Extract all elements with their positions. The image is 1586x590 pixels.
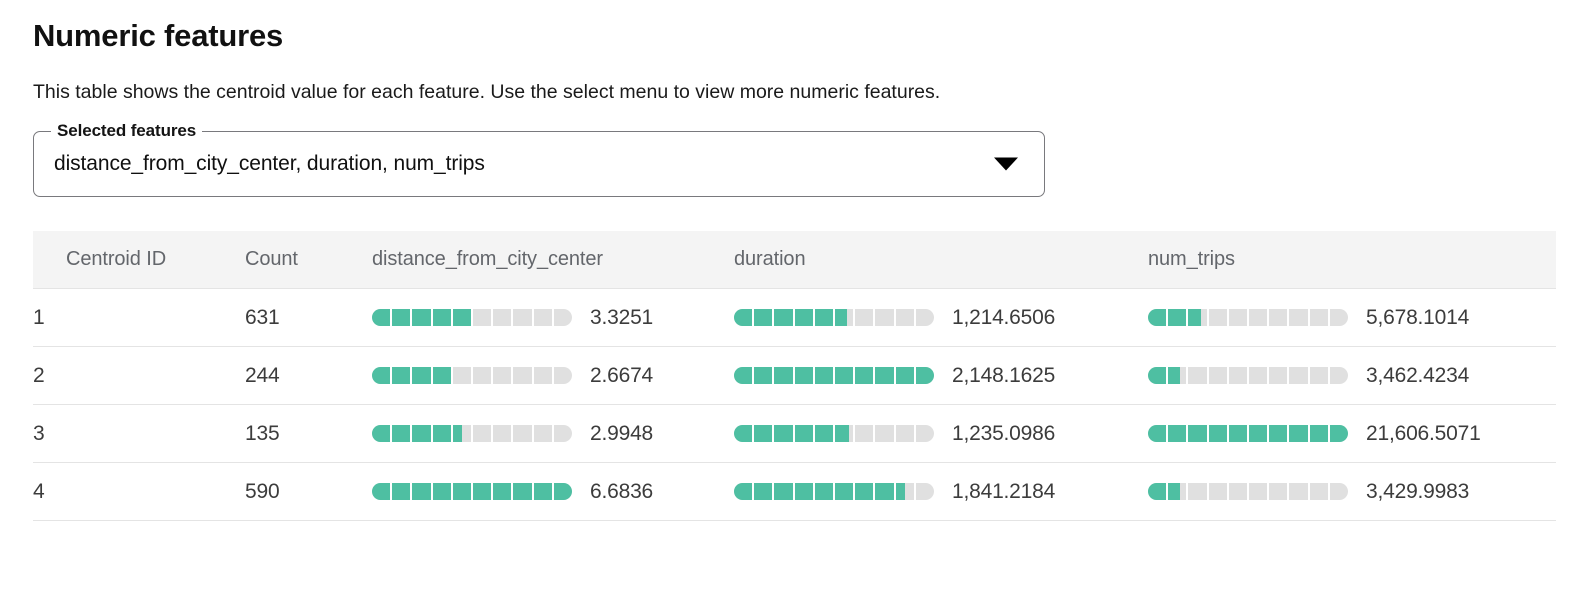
metric-group: 6.6836: [372, 480, 734, 504]
metric-bar-fill: [734, 483, 906, 501]
metric-bar: [1148, 367, 1348, 385]
chevron-down-icon[interactable]: [994, 157, 1018, 171]
table-row[interactable]: 1 631 3.3251 1,214.6506 5,678.1014: [33, 288, 1556, 348]
column-header-centroid-id[interactable]: Centroid ID: [33, 230, 245, 289]
metric-bar-fill: [734, 309, 847, 327]
metric-bar: [372, 309, 572, 327]
cell-count: 244: [245, 346, 372, 406]
column-header-feature-2[interactable]: num_trips: [1148, 230, 1556, 289]
metric-value: 6.6836: [590, 479, 654, 503]
numeric-features-panel: Numeric features This table shows the ce…: [33, 18, 1556, 522]
metric-group: 21,606.5071: [1148, 422, 1556, 446]
cell-count: 631: [245, 288, 372, 348]
metric-bar: [1148, 483, 1348, 501]
selected-features-select-wrapper: Selected features distance_from_city_cen…: [33, 121, 1045, 197]
cell-metric-0: 6.6836: [372, 462, 734, 522]
cell-centroid-id: 4: [33, 462, 245, 522]
metric-bar-fill: [1148, 367, 1180, 385]
cell-metric-2: 3,429.9983: [1148, 462, 1556, 522]
metric-group: 3.3251: [372, 306, 734, 330]
metric-group: 1,841.2184: [734, 480, 1148, 504]
metric-value: 2.9948: [590, 421, 654, 445]
metric-bar-fill: [372, 309, 472, 327]
column-header-count[interactable]: Count: [245, 230, 372, 289]
metric-group: 2.9948: [372, 422, 734, 446]
table-row[interactable]: 2 244 2.6674 2,148.1625 3,462.4234: [33, 346, 1556, 406]
metric-group: 2.6674: [372, 364, 734, 388]
metric-bar: [372, 425, 572, 443]
cell-metric-2: 21,606.5071: [1148, 404, 1556, 464]
metric-value: 2.6674: [590, 363, 654, 387]
metric-bar-fill: [372, 425, 462, 443]
column-header-feature-1[interactable]: duration: [734, 230, 1148, 289]
metric-group: 3,429.9983: [1148, 480, 1556, 504]
metric-value: 5,678.1014: [1366, 305, 1470, 329]
cell-count: 590: [245, 462, 372, 522]
cell-metric-2: 3,462.4234: [1148, 346, 1556, 406]
metric-value: 3,462.4234: [1366, 363, 1470, 387]
table-header: Centroid ID Count distance_from_city_cen…: [33, 230, 1556, 289]
cell-metric-0: 2.9948: [372, 404, 734, 464]
table-body: 1 631 3.3251 1,214.6506 5,678.1014 2 244 2.6674…: [33, 288, 1556, 522]
cell-metric-1: 2,148.1625: [734, 346, 1148, 406]
metric-bar: [372, 483, 572, 501]
cell-metric-0: 2.6674: [372, 346, 734, 406]
metric-bar: [1148, 425, 1348, 443]
centroid-table: Centroid ID Count distance_from_city_cen…: [33, 230, 1556, 522]
metric-value: 2,148.1625: [952, 363, 1056, 387]
cell-centroid-id: 1: [33, 288, 245, 348]
metric-bar: [734, 309, 934, 327]
metric-value: 21,606.5071: [1366, 421, 1481, 445]
metric-value: 3.3251: [590, 305, 654, 329]
table-header-row: Centroid ID Count distance_from_city_cen…: [33, 230, 1556, 289]
cell-metric-1: 1,841.2184: [734, 462, 1148, 522]
metric-bar-fill: [372, 483, 572, 501]
selected-features-label: Selected features: [51, 121, 203, 139]
metric-bar-fill: [1148, 425, 1348, 443]
selected-features-value: distance_from_city_center, duration, num…: [54, 152, 485, 176]
metric-bar-fill: [734, 425, 849, 443]
cell-centroid-id: 2: [33, 346, 245, 406]
metric-value: 1,235.0986: [952, 421, 1056, 445]
metric-group: 5,678.1014: [1148, 306, 1556, 330]
metric-bar-fill: [1148, 483, 1180, 501]
cell-metric-2: 5,678.1014: [1148, 288, 1556, 348]
metric-bar-fill: [372, 367, 452, 385]
column-header-feature-0[interactable]: distance_from_city_center: [372, 230, 734, 289]
metric-group: 2,148.1625: [734, 364, 1148, 388]
metric-group: 1,235.0986: [734, 422, 1148, 446]
metric-value: 1,841.2184: [952, 479, 1056, 503]
metric-bar-fill: [734, 367, 934, 385]
metric-bar: [734, 483, 934, 501]
selected-features-select[interactable]: Selected features distance_from_city_cen…: [33, 121, 1045, 197]
metric-bar-fill: [1148, 309, 1201, 327]
metric-bar: [1148, 309, 1348, 327]
cell-metric-1: 1,235.0986: [734, 404, 1148, 464]
cell-metric-0: 3.3251: [372, 288, 734, 348]
metric-value: 3,429.9983: [1366, 479, 1470, 503]
table-row[interactable]: 3 135 2.9948 1,235.0986 21,606.5071: [33, 404, 1556, 464]
cell-centroid-id: 3: [33, 404, 245, 464]
page-description: This table shows the centroid value for …: [33, 80, 941, 103]
cell-count: 135: [245, 404, 372, 464]
metric-group: 3,462.4234: [1148, 364, 1556, 388]
page-title: Numeric features: [33, 18, 284, 53]
metric-bar: [372, 367, 572, 385]
cell-metric-1: 1,214.6506: [734, 288, 1148, 348]
table-row[interactable]: 4 590 6.6836 1,841.2184 3,429.9983: [33, 462, 1556, 522]
metric-bar: [734, 367, 934, 385]
metric-group: 1,214.6506: [734, 306, 1148, 330]
metric-bar: [734, 425, 934, 443]
metric-value: 1,214.6506: [952, 305, 1056, 329]
